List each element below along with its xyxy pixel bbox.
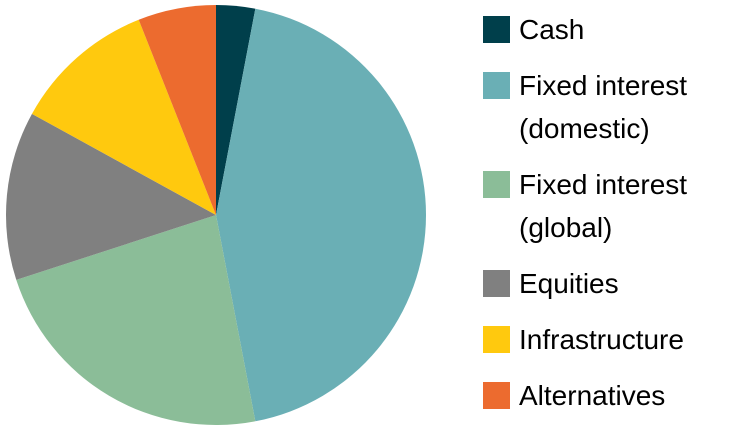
legend-item: Fixed interest (domestic): [483, 64, 729, 150]
legend-item: Cash: [483, 8, 729, 51]
legend-label: Cash: [519, 14, 585, 45]
legend-swatch: [483, 270, 510, 297]
legend-label: Fixed interest (global): [519, 169, 688, 243]
legend: Cash Fixed interest (domestic) Fixed inter…: [483, 8, 729, 417]
legend-label: Equities: [519, 268, 619, 299]
legend-swatch: [483, 326, 510, 353]
legend-label: Fixed interest (domestic): [519, 70, 688, 144]
legend-item: Equities: [483, 262, 729, 305]
legend-item: Fixed interest (global): [483, 163, 729, 249]
legend-swatch: [483, 72, 510, 99]
legend-swatch: [483, 171, 510, 198]
legend-label: Alternatives: [519, 380, 666, 411]
legend-item: Infrastructure: [483, 318, 729, 361]
legend-item: Alternatives: [483, 374, 729, 417]
legend-swatch: [483, 382, 510, 409]
pie-slice: [16, 215, 256, 426]
legend-label: Infrastructure: [519, 324, 684, 355]
pie-slice: [6, 113, 216, 280]
pie-slice: [138, 5, 216, 215]
pie-slice: [216, 5, 256, 215]
pie-slice: [31, 19, 216, 216]
pie: [6, 5, 427, 426]
pie-slice: [216, 8, 427, 422]
legend-swatch: [483, 16, 510, 43]
